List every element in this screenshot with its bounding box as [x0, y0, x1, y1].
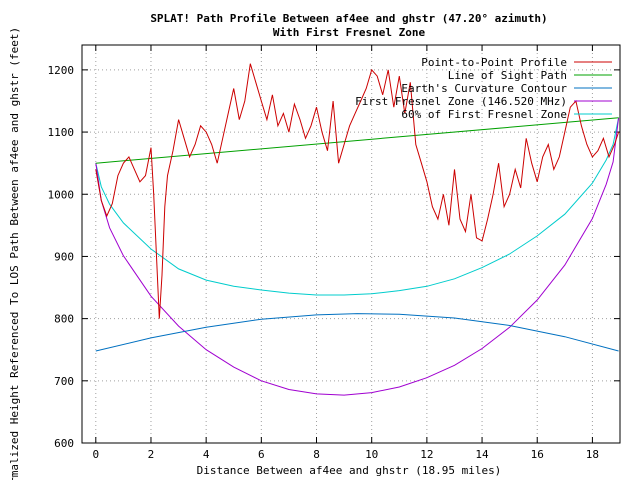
legend-label-0: Point-to-Point Profile: [421, 56, 567, 69]
y-tick-label: 800: [54, 313, 74, 326]
legend-label-3: First Fresnel Zone (146.520 MHz): [355, 95, 567, 108]
y-tick-label: 1000: [48, 188, 75, 201]
axes: 600 700 800 900 1000 1100 1200 0 2 4 6 8 10 12 14 16 18: [48, 44, 621, 461]
x-tick-label: 2: [148, 448, 155, 461]
x-tick-label: 14: [475, 448, 489, 461]
y-tick-label: 900: [54, 250, 74, 263]
y-axis-label: Normalized Height Referenced To LOS Path…: [8, 27, 21, 480]
series-line-3: [95, 117, 620, 396]
x-axis-label: Distance Between af4ee and ghstr (18.95 …: [197, 464, 502, 477]
plot-frame: [81, 44, 621, 444]
x-tick-label: 12: [420, 448, 433, 461]
series-group: [95, 63, 620, 396]
grid-lines: [82, 45, 620, 444]
legend-label-2: Earth's Curvature Contour: [401, 82, 567, 95]
legend-label-1: Line of Sight Path: [448, 69, 567, 82]
y-tick-label: 600: [54, 437, 74, 450]
y-tick-label: 1200: [48, 64, 75, 77]
x-tick-label: 16: [531, 448, 544, 461]
x-tick-label: 6: [258, 448, 265, 461]
series-line-0: [95, 63, 620, 319]
chart-title: SPLAT! Path Profile Between af4ee and gh…: [150, 12, 547, 25]
x-tick-label: 4: [203, 448, 210, 461]
chart-subtitle: With First Fresnel Zone: [273, 26, 426, 39]
series-line-2: [95, 313, 619, 352]
x-tick-label: 8: [313, 448, 320, 461]
x-tick-label: 0: [92, 448, 99, 461]
legend-label-4: 60% of First Fresnel Zone: [401, 108, 567, 121]
series-line-1: [95, 117, 619, 164]
y-tick-label: 700: [54, 375, 74, 388]
series-line-4: [95, 117, 620, 296]
x-tick-label: 18: [586, 448, 599, 461]
y-tick-label: 1100: [48, 126, 75, 139]
x-tick-label: 10: [365, 448, 378, 461]
